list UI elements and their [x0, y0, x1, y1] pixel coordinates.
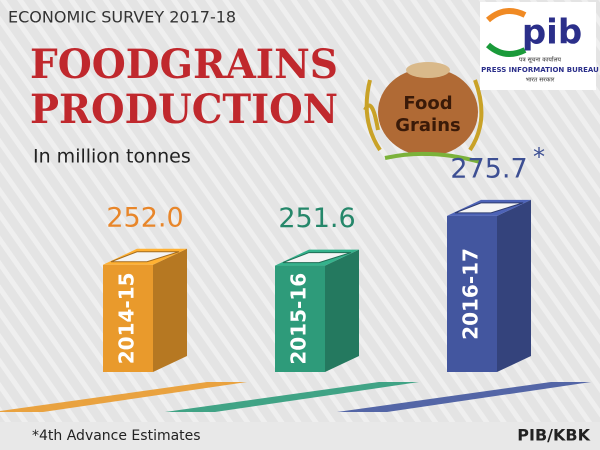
category-label: 2015-16 — [287, 273, 311, 365]
floor-band — [165, 382, 419, 412]
floor-band — [0, 382, 247, 412]
footer — [0, 422, 600, 450]
category-label: 2016-17 — [459, 248, 483, 340]
sack-icon: Food Grains — [363, 62, 484, 164]
estimate-marker: * — [533, 143, 545, 171]
bar-top-opening — [110, 251, 180, 263]
category-label: 2014-15 — [115, 272, 139, 364]
title-line: FOODGRAINS — [30, 41, 338, 88]
header: ECONOMIC SURVEY 2017-18 — [8, 8, 236, 27]
value-label: 251.6 — [278, 203, 355, 234]
logo-mark: pib — [522, 13, 582, 53]
bar-side — [325, 249, 359, 372]
bar-top-opening — [282, 252, 352, 264]
logo-hindi: भारत सरकार — [526, 77, 555, 84]
value-label: 275.7 — [450, 153, 527, 184]
logo: pib पत्र सूचना कार्यालय PRESS INFORMATIO… — [480, 2, 599, 90]
bar — [103, 264, 153, 372]
footnote: *4th Advance Estimates — [32, 428, 201, 444]
bar — [275, 265, 325, 372]
subtitle: In million tonnes — [33, 146, 191, 168]
sack-text: Food — [403, 93, 452, 114]
logo-name: PRESS INFORMATION BUREAU — [481, 66, 599, 74]
bar-side — [497, 199, 531, 372]
sack-text: Grains — [395, 115, 461, 136]
bar-side — [153, 248, 187, 372]
floor-band — [337, 382, 591, 412]
bar — [447, 215, 497, 372]
logo-hindi: पत्र सूचना कार्यालय — [519, 56, 562, 64]
bar-top-opening — [454, 202, 524, 214]
source: PIB/KBK — [517, 426, 590, 445]
title-line: PRODUCTION — [30, 86, 338, 133]
plot: 2014-15 252.0 2015-16 251.6 2016-17 275.7 * — [0, 143, 591, 412]
value-label: 252.0 — [106, 202, 183, 233]
